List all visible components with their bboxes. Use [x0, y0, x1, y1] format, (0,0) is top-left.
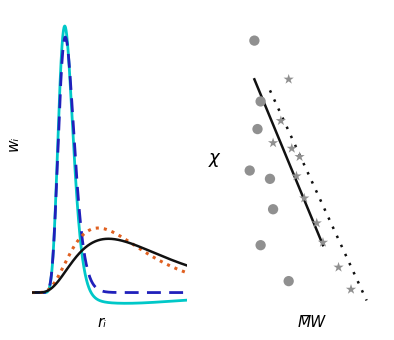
Point	[270, 206, 276, 212]
Text: χ: χ	[208, 149, 219, 167]
Point	[267, 176, 273, 182]
Point	[286, 278, 292, 284]
Point	[278, 118, 284, 123]
Text: rᵢ: rᵢ	[97, 314, 106, 330]
Point	[286, 76, 292, 82]
Point	[257, 99, 264, 104]
Text: M̅W: M̅W	[298, 314, 326, 330]
Point	[257, 242, 264, 248]
Point	[335, 265, 342, 270]
Point	[255, 126, 261, 132]
Point	[289, 146, 295, 151]
Text: wᵢ: wᵢ	[5, 136, 20, 151]
Point	[251, 38, 258, 43]
Point	[301, 195, 307, 201]
Point	[270, 140, 276, 146]
Point	[320, 240, 326, 245]
Point	[296, 154, 303, 159]
Point	[247, 168, 253, 173]
Point	[293, 173, 299, 179]
Point	[314, 220, 320, 226]
Point	[348, 287, 354, 292]
